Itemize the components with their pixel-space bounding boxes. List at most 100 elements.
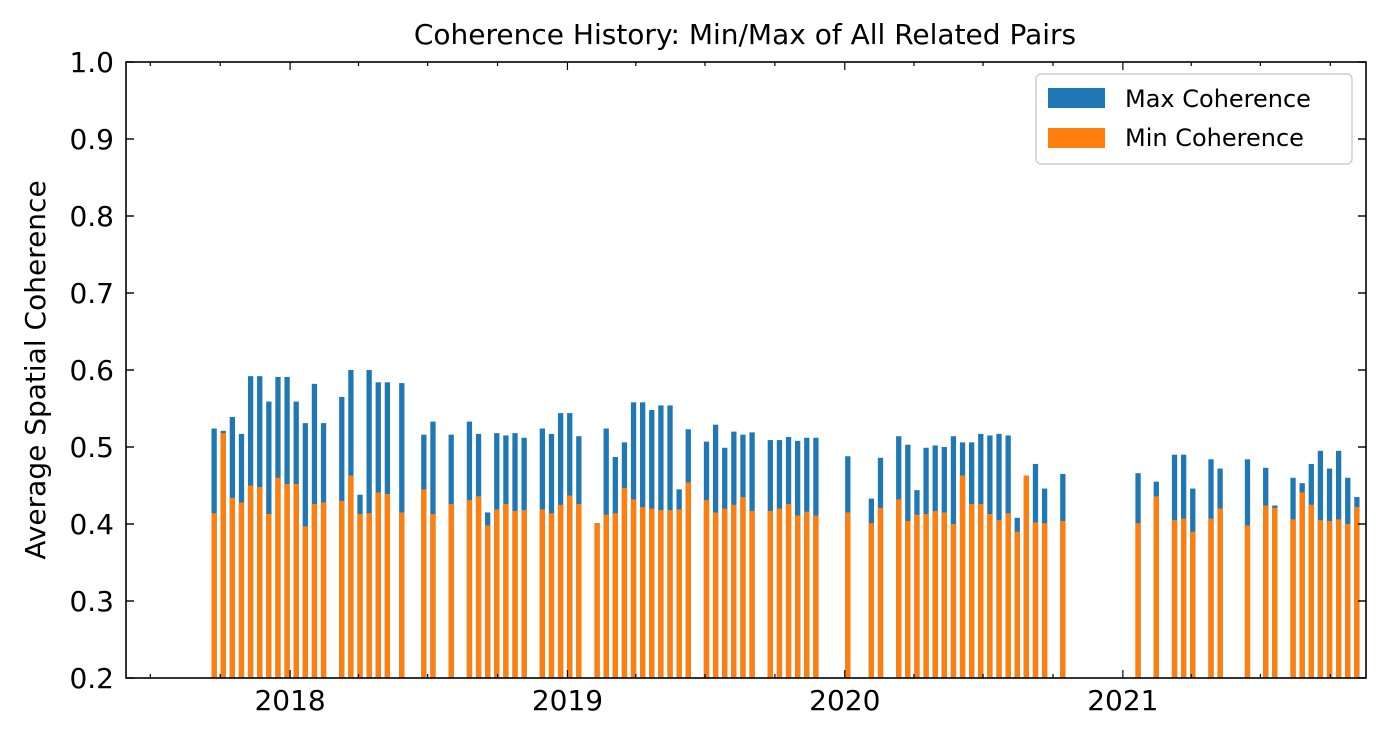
bar-min-coherence bbox=[475, 496, 482, 678]
bar-group bbox=[211, 370, 1360, 678]
bar-min-coherence bbox=[996, 520, 1002, 678]
bar-min-coherence bbox=[293, 483, 299, 678]
bar-min-coherence bbox=[767, 510, 773, 678]
x-tick-label: 2021 bbox=[1087, 684, 1158, 717]
y-tick-label: 0.9 bbox=[69, 123, 114, 156]
bar-min-coherence bbox=[567, 495, 573, 678]
bar-min-coherence bbox=[257, 487, 263, 678]
bar-min-coherence bbox=[1153, 496, 1159, 678]
bar-min-coherence bbox=[229, 497, 236, 678]
bar-min-coherence bbox=[448, 503, 454, 678]
bar-min-coherence bbox=[640, 507, 646, 678]
y-tick-label: 0.8 bbox=[69, 200, 114, 233]
bar-min-coherence bbox=[494, 509, 500, 678]
y-tick-label: 0.3 bbox=[69, 585, 114, 618]
bar-min-coherence bbox=[612, 513, 618, 678]
bar-min-coherence bbox=[667, 510, 673, 678]
plot-frame bbox=[125, 61, 1367, 679]
y-tick-label: 0.4 bbox=[69, 508, 114, 541]
bar-min-coherence bbox=[776, 508, 783, 678]
y-tick-label: 0.2 bbox=[69, 662, 114, 695]
bar-min-coherence bbox=[211, 513, 217, 678]
bar-min-coherence bbox=[905, 520, 911, 678]
bar-min-coherence bbox=[813, 515, 819, 678]
bar-min-coherence bbox=[868, 523, 875, 678]
y-axis-label: Average Spatial Coherence bbox=[19, 180, 52, 559]
bar-min-coherence bbox=[311, 503, 318, 678]
bar-min-coherence bbox=[320, 502, 327, 678]
bar-min-coherence bbox=[703, 500, 710, 678]
bar-min-coherence bbox=[932, 510, 938, 678]
bar-min-coherence bbox=[421, 489, 427, 678]
bar-min-coherence bbox=[923, 513, 929, 678]
bar-min-coherence bbox=[594, 523, 600, 678]
bar-min-coherence bbox=[712, 512, 719, 678]
bar-min-coherence bbox=[1299, 492, 1305, 678]
bar-min-coherence bbox=[1181, 518, 1187, 678]
chart-title: Coherence History: Min/Max of All Relate… bbox=[414, 18, 1076, 51]
bar-min-coherence bbox=[969, 503, 975, 678]
bar-min-coherence bbox=[804, 511, 810, 678]
bar-min-coherence bbox=[1336, 519, 1342, 678]
bar-min-coherence bbox=[275, 477, 281, 678]
bar-min-coherence bbox=[521, 510, 527, 678]
bar-min-coherence bbox=[357, 513, 363, 678]
legend-swatch-min bbox=[1048, 128, 1105, 148]
bar-min-coherence bbox=[384, 493, 391, 678]
bar-min-coherence bbox=[950, 524, 957, 678]
bar-min-coherence bbox=[785, 503, 792, 678]
bar-min-coherence bbox=[877, 507, 884, 678]
bar-min-coherence bbox=[1326, 520, 1333, 678]
bar-min-coherence bbox=[1345, 524, 1351, 678]
y-tick-label: 0.7 bbox=[69, 277, 114, 310]
y-tick-label: 1.0 bbox=[69, 46, 114, 79]
bar-min-coherence bbox=[430, 513, 436, 678]
bar-min-coherence bbox=[1244, 525, 1251, 678]
bar-min-coherence bbox=[1208, 518, 1214, 678]
bar-min-coherence bbox=[238, 502, 245, 678]
legend-box bbox=[1035, 73, 1353, 165]
bar-min-coherence bbox=[1263, 505, 1269, 678]
bar-min-coherence bbox=[1354, 507, 1360, 678]
bar-min-coherence bbox=[1041, 523, 1048, 678]
bar-min-coherence bbox=[1032, 522, 1039, 678]
legend: Max Coherence Min Coherence bbox=[1035, 73, 1353, 165]
bar-min-coherence bbox=[512, 510, 518, 678]
legend-label-max: Max Coherence bbox=[1125, 85, 1311, 113]
bar-min-coherence bbox=[1135, 523, 1141, 678]
x-tick-label: 2019 bbox=[532, 684, 603, 717]
bar-min-coherence bbox=[1272, 507, 1278, 678]
bar-min-coherence bbox=[731, 504, 737, 678]
bar-min-coherence bbox=[621, 487, 628, 678]
bar-min-coherence bbox=[649, 508, 655, 678]
bar-min-coherence bbox=[1060, 520, 1066, 678]
x-tick-label: 2020 bbox=[809, 684, 880, 717]
bar-min-coherence bbox=[339, 500, 345, 678]
bar-min-coherence bbox=[302, 526, 308, 678]
bar-min-coherence bbox=[466, 500, 473, 678]
bar-min-coherence bbox=[548, 513, 555, 678]
y-axis-ticks: 0.2 0.3 0.4 0.5 0.6 0.7 0.8 0.9 1.0 bbox=[69, 46, 1366, 695]
bar-min-coherence bbox=[941, 512, 947, 678]
bar-min-coherence bbox=[348, 475, 354, 678]
bar-min-coherence bbox=[485, 525, 491, 678]
bar-min-coherence bbox=[1171, 520, 1178, 678]
bar-min-coherence bbox=[1317, 520, 1324, 678]
y-tick-label: 0.5 bbox=[69, 431, 114, 464]
bar-min-coherence bbox=[375, 492, 381, 678]
bar-min-coherence bbox=[557, 504, 564, 678]
bar-min-coherence bbox=[576, 503, 582, 678]
bar-min-coherence bbox=[722, 508, 728, 678]
bar-min-coherence bbox=[795, 515, 801, 678]
bar-min-coherence bbox=[1308, 504, 1314, 678]
bar-min-coherence bbox=[603, 514, 609, 678]
bar-min-coherence bbox=[503, 503, 509, 678]
bar-min-coherence bbox=[1290, 519, 1296, 678]
bar-min-coherence bbox=[1005, 513, 1011, 678]
bar-min-coherence bbox=[987, 513, 993, 678]
y-tick-label: 0.6 bbox=[69, 354, 114, 387]
bar-min-coherence bbox=[539, 509, 546, 678]
bar-min-coherence bbox=[658, 510, 664, 678]
bar-min-coherence bbox=[284, 483, 290, 678]
